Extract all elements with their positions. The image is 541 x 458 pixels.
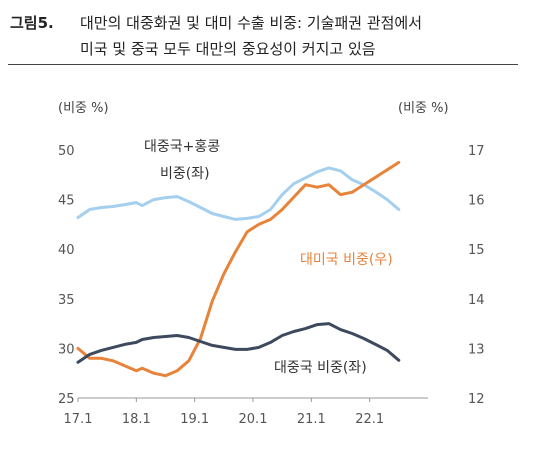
right-axis-unit: (비중 %) <box>398 101 449 116</box>
left-axis-unit: (비중 %) <box>58 101 109 116</box>
figure-title-line1: 대만의 대중화권 및 대미 수출 비중: 기술패권 관점에서 <box>80 14 423 32</box>
series-line-0 <box>76 166 401 221</box>
right-tick-label: 17 <box>468 144 485 159</box>
right-tick-label: 13 <box>468 342 485 357</box>
left-tick-label: 45 <box>58 194 75 209</box>
x-tick-label: 21.1 <box>297 412 326 427</box>
left-tick-label: 25 <box>58 392 75 407</box>
left-tick-label: 40 <box>58 243 75 258</box>
x-tick-label: 17.1 <box>64 412 93 427</box>
x-tick-label: 20.1 <box>239 412 268 427</box>
right-tick-label: 12 <box>468 392 485 407</box>
series-label-hk-china-line2: 비중(좌) <box>160 166 210 182</box>
title-divider <box>8 64 518 65</box>
series-line-2 <box>76 322 401 364</box>
figure-number: 그림5. <box>10 14 54 32</box>
left-tick-label: 50 <box>58 144 75 159</box>
series-label-hk-china-line1: 대중국+홍콩 <box>144 139 220 155</box>
series-label-us: 대미국 비중(우) <box>300 252 393 268</box>
series-label-china: 대중국 비중(좌) <box>274 360 367 376</box>
series-line-1 <box>76 160 401 378</box>
x-tick-label: 22.1 <box>355 412 384 427</box>
right-tick-label: 16 <box>468 194 485 209</box>
x-tick-label: 18.1 <box>122 412 151 427</box>
right-tick-label: 14 <box>468 293 485 308</box>
left-tick-label: 30 <box>58 342 75 357</box>
figure-title-line2: 미국 및 중국 모두 대만의 중요성이 커지고 있음 <box>80 40 376 58</box>
x-tick-label: 19.1 <box>180 412 209 427</box>
left-tick-label: 35 <box>58 293 75 308</box>
right-tick-label: 15 <box>468 243 485 258</box>
